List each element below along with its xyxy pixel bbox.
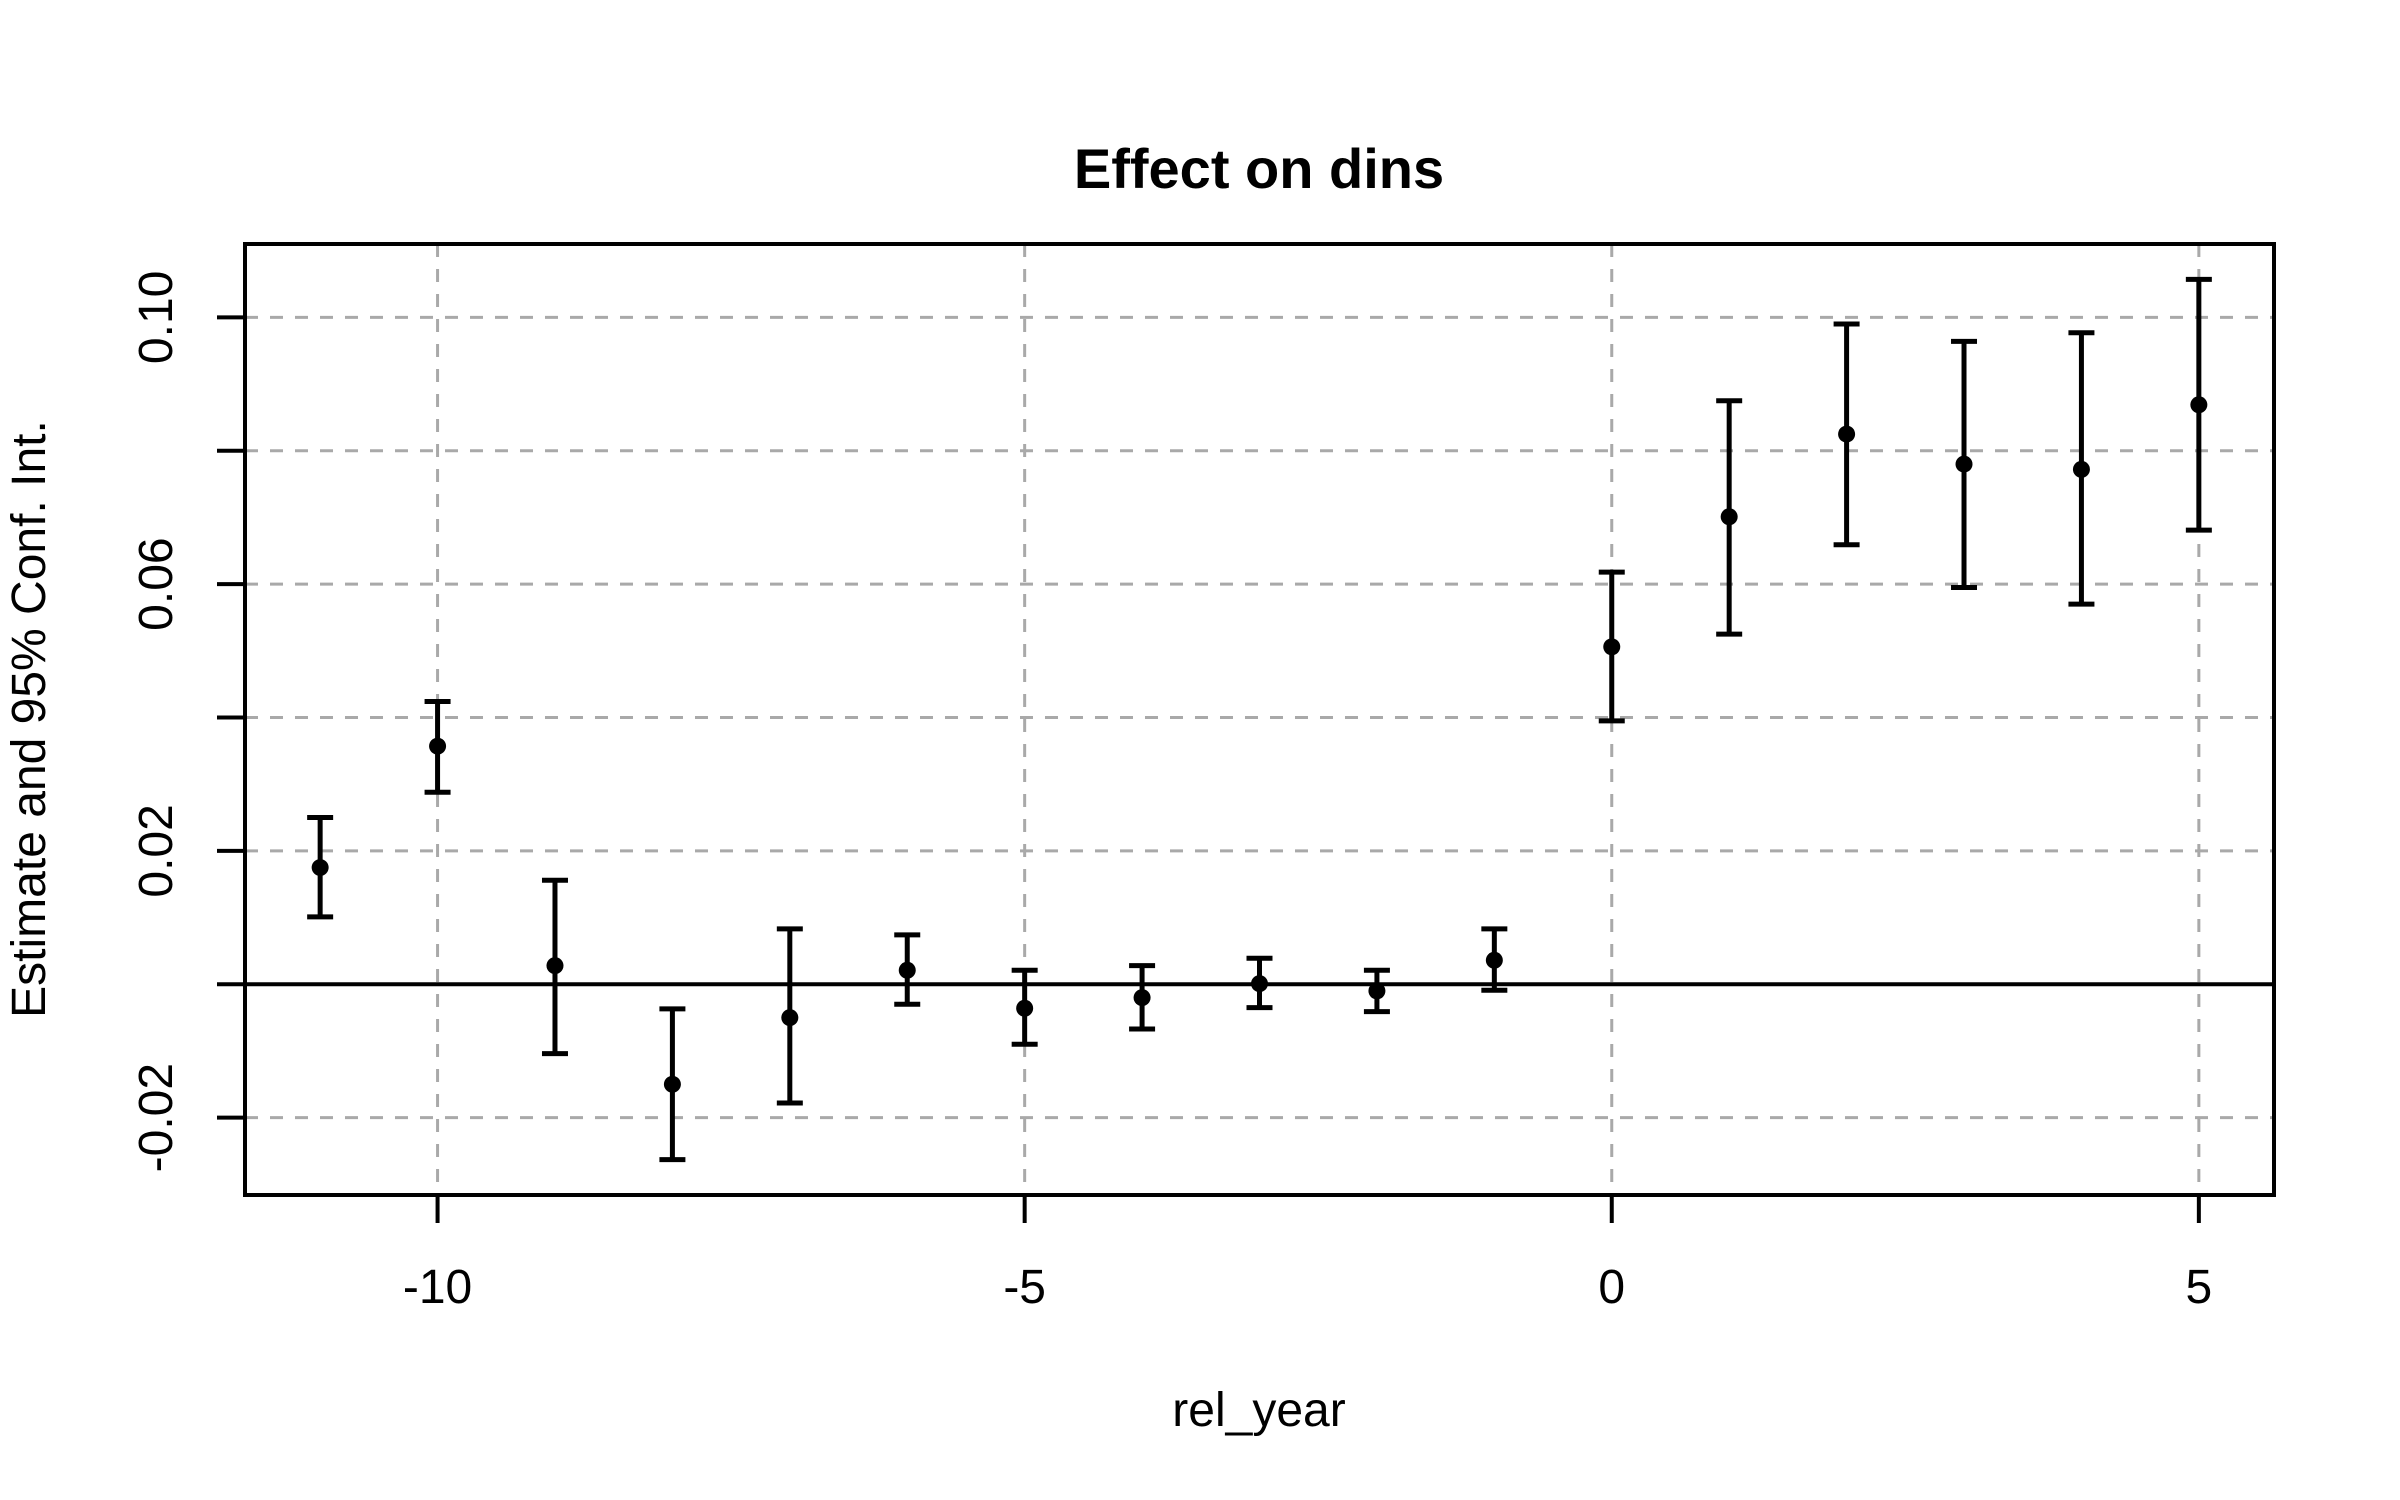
x-tick-label: -5 [1003, 1261, 1046, 1314]
y-axis-title: Estimate and 95% Conf. Int. [3, 420, 56, 1018]
estimate-point [1016, 999, 1034, 1017]
estimate-point [1955, 455, 1973, 473]
y-tick-labels: -0.02 0.02 0.06 0.10 [130, 271, 183, 1173]
estimate-point [781, 1009, 799, 1027]
y-tick-label: 0.02 [130, 804, 183, 897]
estimate-point [1368, 982, 1386, 1000]
y-tick-label: -0.02 [130, 1063, 183, 1172]
plot-box [243, 242, 2276, 1197]
estimate-point [1720, 508, 1738, 526]
estimate-point [898, 961, 916, 979]
estimate-point [1485, 951, 1503, 969]
y-tick-label: 0.06 [130, 537, 183, 630]
x-axis-title: rel_year [1172, 1384, 1345, 1437]
data-points-with-error-bars [307, 276, 2212, 1163]
estimate-point [311, 859, 329, 877]
x-tick-label: 0 [1598, 1261, 1625, 1314]
estimate-point [1838, 425, 1856, 443]
y-tick-label: 0.10 [130, 271, 183, 364]
estimate-point [1603, 638, 1621, 656]
estimate-point [2190, 396, 2208, 414]
estimate-point [429, 737, 447, 755]
plot-border [243, 242, 2276, 1197]
x-tick-label: -10 [403, 1261, 472, 1314]
estimate-point [546, 957, 564, 975]
axis-ticks [217, 315, 2201, 1223]
x-tick-labels: -10 -5 0 5 [403, 1261, 2212, 1314]
x-tick-label: 5 [2186, 1261, 2213, 1314]
estimate-point [663, 1075, 681, 1093]
estimate-point [2072, 460, 2090, 478]
estimate-point [1251, 975, 1268, 993]
estimate-point [1133, 989, 1151, 1007]
chart-title: Effect on dins [1074, 137, 1444, 200]
